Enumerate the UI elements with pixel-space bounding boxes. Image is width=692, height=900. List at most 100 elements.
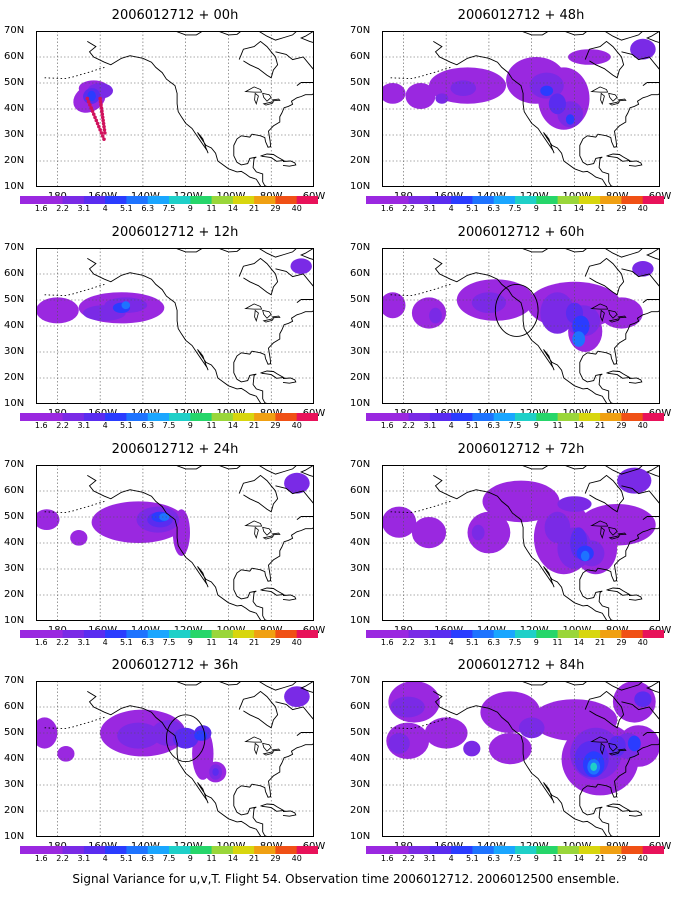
colorbar-swatch xyxy=(211,413,234,421)
panel-title: 2006012712 + 00h xyxy=(111,8,239,23)
colorbar-label: 1.6 xyxy=(380,204,394,213)
lake-outline xyxy=(262,751,275,756)
lake-outline xyxy=(608,101,621,106)
lake-outline xyxy=(600,742,605,756)
coastline xyxy=(579,524,660,621)
map-panel: 2006012712 + 24h70N60N50N40N30N20N10N180… xyxy=(0,442,338,657)
y-tick-label: 20N xyxy=(4,589,25,600)
variance-contour xyxy=(548,93,566,115)
coastline xyxy=(628,160,643,167)
colorbar-label: 2.2 xyxy=(402,638,415,647)
coastline xyxy=(579,307,660,404)
colorbar-label: 40 xyxy=(637,204,648,213)
colorbar-swatch xyxy=(536,630,559,638)
flight-track-point xyxy=(98,128,102,132)
map xyxy=(36,681,314,837)
y-tick-label: 60N xyxy=(4,701,25,712)
colorbar-swatch xyxy=(429,846,452,854)
colorbar-swatch xyxy=(557,413,580,421)
y-tick-label: 20N xyxy=(4,805,25,816)
map-panel: 2006012712 + 60h70N60N50N40N30N20N10N180… xyxy=(346,225,684,440)
y-tick-label: 40N xyxy=(350,320,371,331)
colorbar-swatch xyxy=(147,196,170,204)
colorbar-label: 7.5 xyxy=(162,638,176,647)
lake-outline xyxy=(262,535,275,540)
coastline xyxy=(584,690,625,729)
colorbar-label: 29 xyxy=(270,638,281,647)
colorbar-label: 40 xyxy=(291,421,302,430)
colorbar-label: 7.5 xyxy=(162,421,176,430)
colorbar-label: 1.6 xyxy=(34,204,48,213)
colorbar-label: 3.1 xyxy=(77,204,91,213)
y-tick-label: 10N xyxy=(350,181,371,192)
variance-contour xyxy=(450,80,477,96)
coastline xyxy=(174,465,204,470)
colorbar-swatch xyxy=(600,196,622,204)
colorbar-swatch xyxy=(578,630,601,638)
lake-outline xyxy=(271,98,281,102)
lake-outline xyxy=(617,532,627,536)
colorbar-swatch xyxy=(41,413,64,421)
colorbar-swatch xyxy=(451,413,473,421)
colorbar-label: 14 xyxy=(573,638,584,647)
colorbar-label: 5.1 xyxy=(466,204,479,213)
colorbar-label: 21 xyxy=(595,421,606,430)
lake-outline xyxy=(262,92,272,102)
colorbar-label: 40 xyxy=(291,204,302,213)
colorbar-swatch xyxy=(642,196,664,204)
colorbar-swatch xyxy=(275,630,298,638)
colorbar-label: 6.3 xyxy=(141,638,155,647)
coastline xyxy=(258,248,298,258)
colorbar-label: 6.3 xyxy=(487,638,501,647)
colorbar-swatch xyxy=(254,196,276,204)
colorbar-swatch xyxy=(83,630,106,638)
y-tick-label: 60N xyxy=(350,485,371,496)
variance-contour xyxy=(70,530,88,546)
y-tick-label: 30N xyxy=(4,563,25,574)
colorbar-label: 4 xyxy=(102,638,108,647)
lake-outline xyxy=(254,526,259,540)
coastline xyxy=(87,475,262,621)
colorbar-label: 1.6 xyxy=(380,638,394,647)
coastline xyxy=(275,51,314,86)
colorbar-swatch xyxy=(211,846,234,854)
y-tick-label: 60N xyxy=(4,51,25,62)
variance-contour xyxy=(580,550,590,562)
lake-outline xyxy=(254,742,259,756)
colorbar-swatch xyxy=(296,196,318,204)
variance-contour xyxy=(57,746,75,762)
colorbar-swatch xyxy=(472,630,495,638)
colorbar-label: 4 xyxy=(448,421,454,430)
colorbar-swatch xyxy=(20,413,42,421)
colorbar-swatch xyxy=(515,413,537,421)
y-tick-label: 70N xyxy=(350,25,371,36)
y-tick-label: 30N xyxy=(4,129,25,140)
colorbar-swatch xyxy=(429,630,452,638)
colorbar-label: 7.5 xyxy=(508,204,522,213)
map-frame xyxy=(382,31,660,187)
colorbar-label: 21 xyxy=(249,638,260,647)
colorbar-swatch xyxy=(578,196,601,204)
colorbar-swatch xyxy=(451,196,473,204)
colorbar-swatch xyxy=(232,413,255,421)
colorbar-swatch xyxy=(211,630,234,638)
colorbar-label: 14 xyxy=(227,638,238,647)
variance-contour xyxy=(284,686,310,707)
coastline xyxy=(300,681,314,694)
colorbar-label: 6.3 xyxy=(141,421,155,430)
coastline xyxy=(606,370,632,379)
colorbar-label: 29 xyxy=(616,204,627,213)
colorbar-label: 9 xyxy=(533,854,539,863)
coastline xyxy=(282,810,297,817)
colorbar-swatch xyxy=(621,630,644,638)
flight-track-point xyxy=(95,121,100,126)
coastline xyxy=(233,740,314,837)
colorbar-swatch xyxy=(621,196,644,204)
colorbar-swatch xyxy=(408,196,431,204)
lake-outline xyxy=(608,742,618,752)
colorbar-label: 29 xyxy=(616,421,627,430)
verification-circle xyxy=(494,283,539,337)
lake-outline xyxy=(244,303,263,310)
flight-track-point xyxy=(103,131,107,135)
colorbar-label: 2.2 xyxy=(56,204,69,213)
